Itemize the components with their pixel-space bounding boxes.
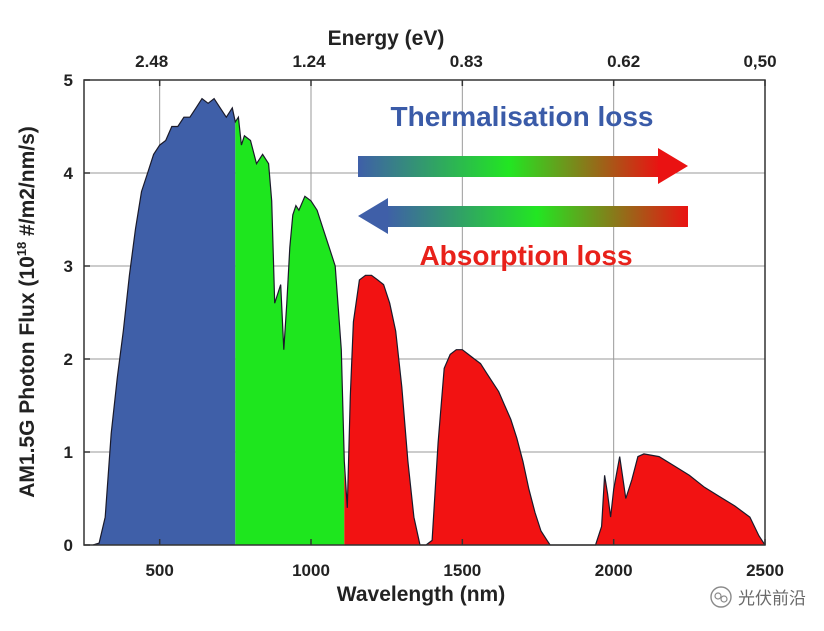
x-tick-label: 500 bbox=[145, 561, 173, 580]
top-tick-label: 1.24 bbox=[292, 52, 326, 71]
top-tick-label: 0.62 bbox=[607, 52, 640, 71]
watermark-text: 光伏前沿 bbox=[738, 589, 806, 609]
top-tick-label: 0,50 bbox=[743, 52, 776, 71]
y-axis-title-unit: #/m2/nm/s) bbox=[16, 126, 39, 242]
thermalisation-arrow-shaft bbox=[358, 156, 660, 177]
y-tick-label: 3 bbox=[64, 257, 73, 276]
top-tick-label: 2.48 bbox=[135, 52, 168, 71]
y-tick-label: 4 bbox=[64, 164, 74, 183]
x-tick-label: 1500 bbox=[443, 561, 481, 580]
absorption-arrow bbox=[358, 198, 688, 234]
axis-ticks: 500 1000 1500 2000 2500 0 1 2 3 4 5 2.48 1.24 0.83 0.6… bbox=[64, 52, 784, 580]
x-axis-title: Wavelength (nm) bbox=[337, 583, 505, 606]
thermalisation-region bbox=[93, 98, 236, 545]
x-tick-label: 1000 bbox=[292, 561, 330, 580]
y-axis-title: AM1.5G Photon Flux (1018 #/m2/nm/s) bbox=[14, 126, 39, 498]
absorption-arrow-head bbox=[358, 198, 388, 234]
y-tick-label: 5 bbox=[64, 71, 73, 90]
top-axis-title: Energy (eV) bbox=[328, 27, 445, 50]
y-axis-title-sup: 18 bbox=[14, 242, 29, 256]
wechat-icon bbox=[710, 585, 732, 608]
top-tick-label: 0.83 bbox=[450, 52, 483, 71]
y-tick-label: 1 bbox=[64, 443, 73, 462]
x-tick-label: 2000 bbox=[595, 561, 633, 580]
spectrum-regions bbox=[93, 98, 765, 545]
absorption-region bbox=[344, 275, 765, 545]
plot-frame bbox=[83, 79, 766, 546]
y-tick-label: 2 bbox=[64, 350, 73, 369]
thermalisation-arrow bbox=[358, 148, 688, 184]
usable-region bbox=[235, 117, 345, 545]
thermalisation-loss-label: Thermalisation loss bbox=[391, 101, 654, 132]
x-tick-label: 2500 bbox=[746, 561, 784, 580]
thermalisation-arrow-head bbox=[658, 148, 688, 184]
y-tick-label: 0 bbox=[64, 536, 73, 555]
y-axis-title-main: AM1.5G Photon Flux (10 bbox=[16, 256, 39, 498]
absorption-loss-label: Absorption loss bbox=[419, 240, 632, 271]
spectrum-outline bbox=[92, 97, 766, 546]
watermark: 光伏前沿 bbox=[710, 584, 806, 609]
absorption-arrow-shaft bbox=[386, 206, 688, 227]
